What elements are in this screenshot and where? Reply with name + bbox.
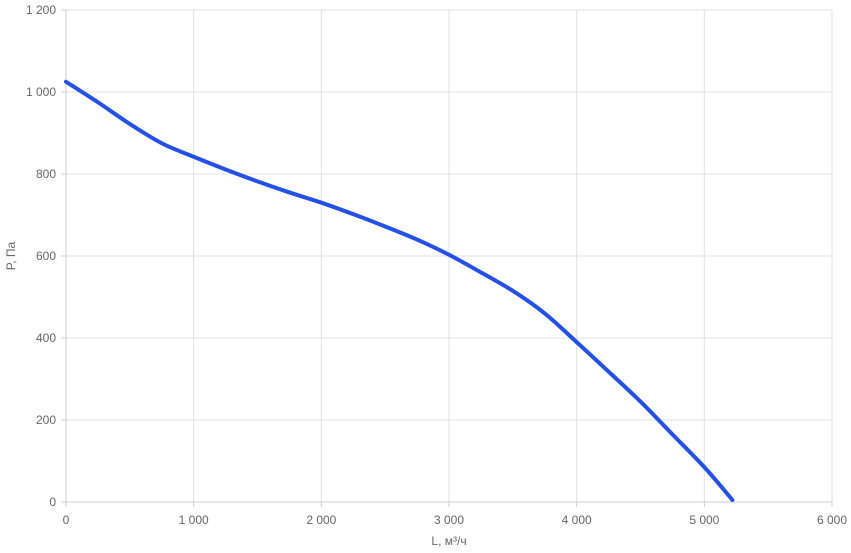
y-tick-label: 600 [36, 249, 56, 263]
x-tick-label: 0 [63, 513, 70, 527]
x-tick-label: 2 000 [306, 513, 336, 527]
y-tick-label: 200 [36, 413, 56, 427]
y-tick-label: 800 [36, 167, 56, 181]
x-axis-title: L, м³/ч [431, 534, 466, 548]
grid [65, 9, 833, 503]
x-tick-labels: 0 1 000 2 000 3 000 4 000 5 000 6 000 [63, 502, 847, 527]
x-tick-label: 5 000 [689, 513, 719, 527]
x-tick-label: 1 000 [179, 513, 209, 527]
y-tick-label: 1 000 [26, 85, 56, 99]
x-tick-label: 4 000 [562, 513, 592, 527]
x-tick-label: 6 000 [817, 513, 847, 527]
y-tick-label: 0 [49, 495, 56, 509]
y-axis-title: P, Па [4, 241, 18, 270]
x-tick-label: 3 000 [434, 513, 464, 527]
y-tick-label: 400 [36, 331, 56, 345]
y-tick-labels: 0 200 400 600 800 1 000 1 200 [26, 3, 66, 509]
series-group [64, 79, 735, 502]
y-tick-label: 1 200 [26, 3, 56, 17]
series-line [64, 79, 735, 502]
